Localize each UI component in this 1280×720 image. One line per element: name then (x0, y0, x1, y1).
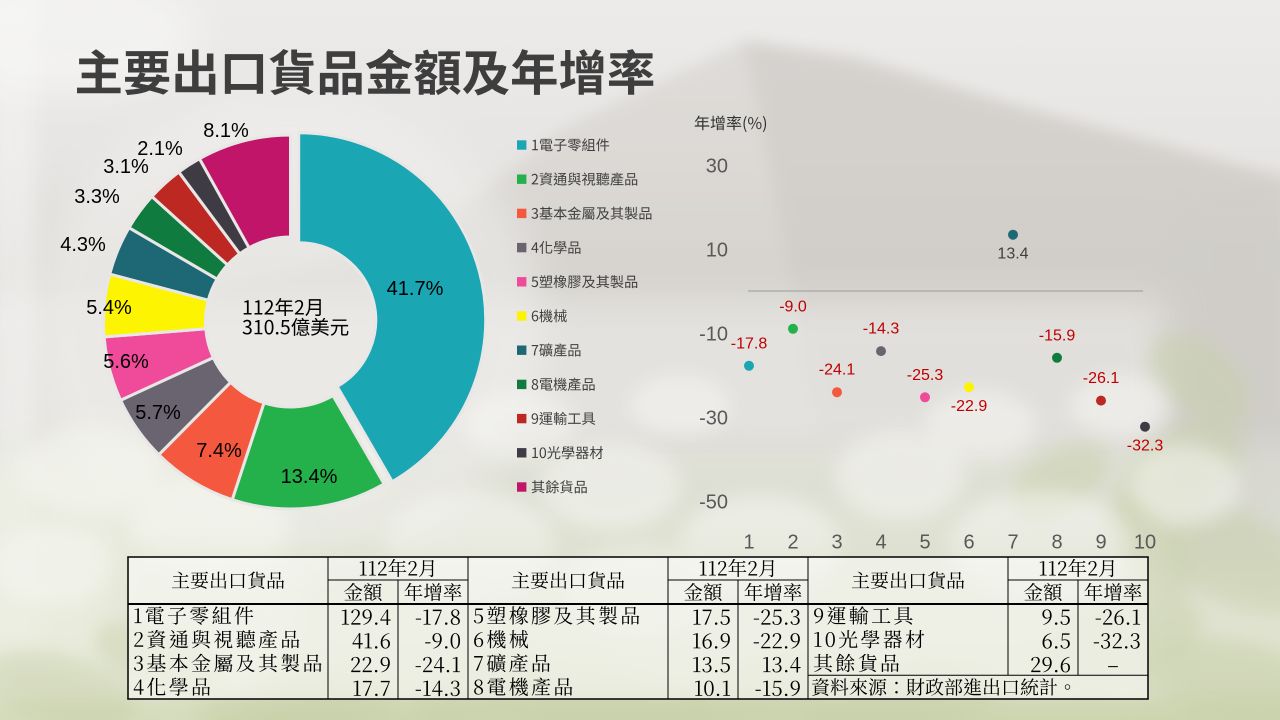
svg-text:2: 2 (787, 532, 798, 554)
svg-text:5.4%: 5.4% (86, 297, 132, 319)
svg-text:1: 1 (743, 532, 754, 554)
svg-text:13.4%: 13.4% (281, 466, 338, 488)
svg-text:5.6%: 5.6% (103, 351, 149, 373)
svg-text:-26.1: -26.1 (1083, 370, 1120, 387)
svg-text:-10: -10 (699, 323, 728, 345)
svg-text:5.7%: 5.7% (135, 402, 181, 424)
svg-text:8: 8 (1051, 532, 1062, 554)
svg-text:2.1%: 2.1% (137, 138, 183, 160)
svg-text:-9.0: -9.0 (779, 298, 807, 315)
svg-text:-17.8: -17.8 (731, 335, 768, 352)
svg-text:9: 9 (1095, 532, 1106, 554)
svg-text:13.4: 13.4 (997, 246, 1028, 263)
svg-text:-50: -50 (699, 491, 728, 513)
svg-text:-15.9: -15.9 (1039, 327, 1076, 344)
svg-text:3.1%: 3.1% (103, 156, 149, 178)
svg-text:8.1%: 8.1% (203, 120, 249, 142)
svg-text:-30: -30 (699, 407, 728, 429)
svg-text:4: 4 (875, 532, 886, 554)
svg-text:7.4%: 7.4% (196, 440, 242, 462)
svg-text:-32.3: -32.3 (1127, 438, 1164, 455)
svg-text:6: 6 (963, 532, 974, 554)
svg-text:-22.9: -22.9 (951, 398, 988, 415)
svg-text:41.7%: 41.7% (387, 278, 444, 300)
svg-text:10: 10 (1134, 532, 1156, 554)
svg-text:7: 7 (1007, 532, 1018, 554)
svg-text:-25.3: -25.3 (907, 367, 944, 384)
svg-text:4.3%: 4.3% (60, 234, 106, 256)
svg-text:-14.3: -14.3 (863, 321, 900, 338)
svg-text:5: 5 (919, 532, 930, 554)
svg-text:-24.1: -24.1 (819, 362, 856, 379)
svg-text:3.3%: 3.3% (74, 186, 120, 208)
svg-text:30: 30 (706, 155, 728, 177)
svg-text:10: 10 (706, 239, 728, 261)
svg-text:3: 3 (831, 532, 842, 554)
